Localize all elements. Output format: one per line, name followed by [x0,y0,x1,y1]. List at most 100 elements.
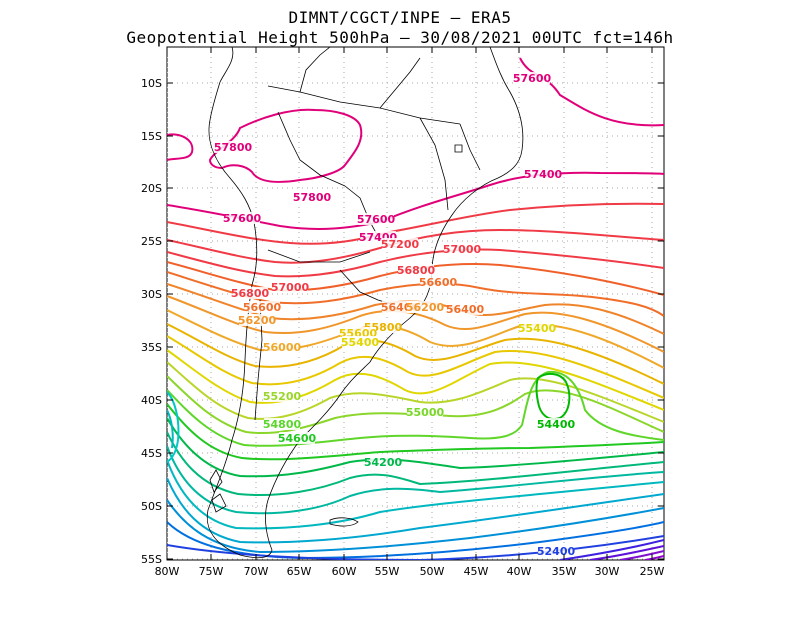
contour-label: 56800 [231,287,270,300]
contour-line [167,391,180,463]
contour-label: 56000 [263,341,302,354]
contour-line [167,133,194,161]
contour-line [167,499,664,554]
contour-label-bg [398,264,434,276]
contour-label: 57600 [223,212,262,225]
contour-label-bg [264,390,300,402]
lat-label: 30S [141,288,162,301]
lat-label: 55S [141,553,162,566]
contour-label-bg [382,238,418,250]
contour-label: 56200 [406,301,445,314]
contour-label: 55200 [263,390,302,403]
contour-label-bg [420,276,456,288]
contour-label: 52400 [537,545,576,558]
contour-line [167,459,664,530]
lon-label: 55W [375,565,400,578]
contour-line [167,295,664,353]
contour-line [167,261,664,296]
contour-label-bg [407,406,443,418]
contour-label: 56200 [238,314,277,327]
contour-line [167,361,664,423]
contour-label: 57000 [443,243,482,256]
contour-label: 55400 [341,336,380,349]
lon-label: 50W [420,565,445,578]
contour-label-bg [232,287,268,299]
contour-line [208,108,363,183]
lon-label: 80W [155,565,180,578]
contour-line [167,370,664,447]
contour-line [167,477,664,544]
contour-label-bg [264,418,300,430]
lon-label: 45W [464,565,489,578]
lat-label: 35S [141,341,162,354]
contour-label-bg [407,301,443,313]
contour-line [167,445,664,515]
contour-label-bg [444,243,480,255]
contour-line [167,403,664,461]
contour-label: 57000 [271,281,310,294]
contour-label-bg [342,336,378,348]
geopotential-contours [167,57,664,560]
contour-label-bg [272,281,308,293]
contour-label-bg [447,303,483,315]
contour-line [167,409,174,449]
coastline [379,57,421,109]
contour-label: 56400 [446,303,485,316]
contour-line [167,171,664,230]
longitude-axis: 80W 75W 70W 65W 60W 55W 50W 45W 40W 35W 30W 25W [155,47,665,578]
coastline [267,249,371,263]
contour-line [167,431,664,497]
contour-label: 55000 [406,406,445,419]
contour-line [519,57,664,127]
contour-label: 55400 [518,322,557,335]
contour-line [167,417,664,478]
lon-label: 65W [287,565,312,578]
contour-label: 57800 [293,191,332,204]
contour-label: 57800 [214,141,253,154]
lon-label: 60W [332,565,357,578]
title-line-1: DIMNT/CGCT/INPE – ERA5 [288,8,512,27]
contour-label: 54800 [263,418,302,431]
lat-label: 15S [141,130,162,143]
contour-label-bg [525,168,561,180]
coastline [277,111,346,187]
contour-label: 57400 [524,168,563,181]
lon-label: 70W [244,565,269,578]
coastline [454,144,463,153]
lon-label: 40W [507,565,532,578]
contour-line [167,248,664,278]
contour-label-bg [244,301,280,313]
lon-label: 75W [199,565,224,578]
contour-label: 56600 [419,276,458,289]
contour-line [619,550,664,560]
contour-label-bg [514,72,550,84]
coastline [419,117,449,211]
lat-label: 50S [141,500,162,513]
contour-label-bg [224,212,260,224]
contour-label: 57600 [513,72,552,85]
contour-label: 57200 [381,238,420,251]
title-line-2: Geopotential Height 500hPa – 30/08/2021 … [126,28,674,47]
lat-label: 20S [141,182,162,195]
contour-line [167,535,664,560]
coastline [459,123,481,171]
contour-label-bg [279,432,315,444]
contour-label: 54400 [537,418,576,431]
latitude-axis: 10S 15S 20S 25S 30S 35S 40S 45S 50S 55S [141,77,664,566]
contour-label-bg [239,314,275,326]
lat-label: 10S [141,77,162,90]
lon-label: 35W [552,565,577,578]
contour-label: 56600 [243,301,282,314]
contour-line [644,555,664,560]
contour-line [559,539,664,560]
contour-line [167,521,664,560]
contour-label-bg [264,341,300,353]
contour-label-bg [294,191,330,203]
lon-label: 30W [595,565,620,578]
coastline [211,493,227,513]
lat-label: 25S [141,235,162,248]
lat-label: 45S [141,447,162,460]
contour-label: 56800 [397,264,436,277]
